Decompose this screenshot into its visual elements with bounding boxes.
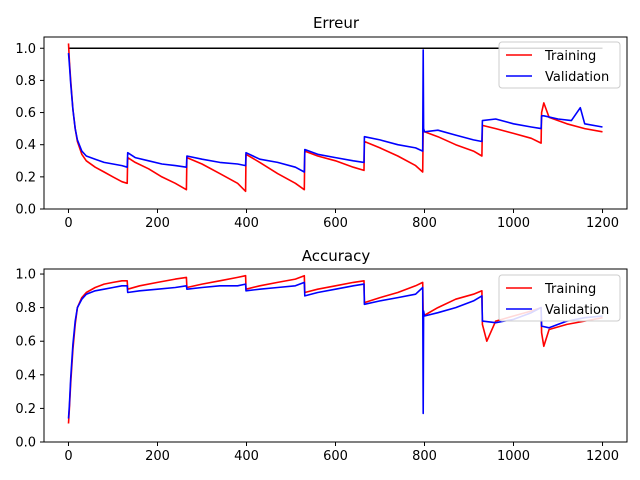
- error-chart-title: Erreur: [313, 14, 360, 32]
- accuracy-y-tick-label: 0.8: [15, 301, 36, 316]
- accuracy-series-group: [67, 274, 603, 424]
- accuracy-series-validation: [67, 281, 603, 419]
- error-subplot: Erreur 0 200 400 600 800 1000 1200 0.0 0.2 0.4 0.6…: [15, 14, 628, 231]
- error-y-tick-label: 0.8: [15, 74, 36, 89]
- error-series-validation: [67, 49, 603, 173]
- accuracy-y-tick-label: 0.2: [15, 402, 36, 417]
- accuracy-y-tick-label: 1.0: [15, 268, 36, 283]
- accuracy-legend-training-label: Training: [544, 282, 596, 297]
- accuracy-x-tick-label: 1200: [586, 449, 619, 464]
- error-legend-validation-label: Validation: [545, 70, 609, 85]
- error-series-training: [67, 43, 603, 193]
- error-x-tick-label: 1000: [497, 216, 530, 231]
- accuracy-x-tick-label: 600: [323, 449, 348, 464]
- error-x-tick-label: 0: [64, 216, 72, 231]
- error-x-tick-label: 800: [412, 216, 437, 231]
- accuracy-series-training: [67, 274, 603, 424]
- accuracy-y-tick-label: 0.4: [15, 368, 36, 383]
- accuracy-x-tick-label: 0: [64, 449, 72, 464]
- error-y-tick-label: 0.0: [15, 203, 36, 218]
- accuracy-x-tick-label: 800: [412, 449, 437, 464]
- error-y-tick-label: 1.0: [15, 42, 36, 57]
- accuracy-legend: Training Validation: [498, 274, 621, 322]
- error-x-tick-label: 200: [145, 216, 170, 231]
- accuracy-legend-validation-label: Validation: [545, 303, 609, 318]
- accuracy-y-tick-label: 0.0: [15, 436, 36, 451]
- accuracy-chart-title: Accuracy: [302, 247, 371, 265]
- accuracy-x-tick-label: 200: [145, 449, 170, 464]
- error-x-tick-label: 400: [234, 216, 259, 231]
- error-x-tick-label: 1200: [586, 216, 619, 231]
- error-y-tick-label: 0.6: [15, 106, 36, 121]
- accuracy-y-tick-label: 0.6: [15, 335, 36, 350]
- accuracy-x-tick-label: 400: [234, 449, 259, 464]
- accuracy-x-tick-label: 1000: [497, 449, 530, 464]
- accuracy-subplot: Accuracy 0 200 400 600 800 1000 1200 0.0 0.2 0.4 0…: [15, 247, 628, 464]
- error-legend-training-label: Training: [544, 49, 596, 64]
- error-legend: Training Validation: [498, 41, 621, 89]
- error-y-tick-label: 0.4: [15, 138, 36, 153]
- error-y-tick-label: 0.2: [15, 170, 36, 185]
- error-x-tick-label: 600: [323, 216, 348, 231]
